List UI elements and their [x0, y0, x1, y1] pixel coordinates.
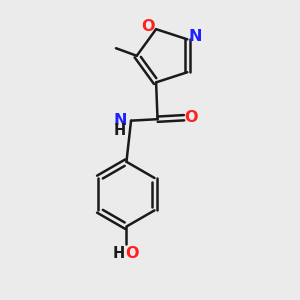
Text: O: O	[141, 19, 154, 34]
Text: O: O	[185, 110, 198, 125]
Text: N: N	[189, 29, 202, 44]
Text: N: N	[113, 113, 127, 128]
Text: H: H	[113, 246, 125, 261]
Text: H: H	[114, 123, 126, 138]
Text: O: O	[125, 246, 139, 261]
